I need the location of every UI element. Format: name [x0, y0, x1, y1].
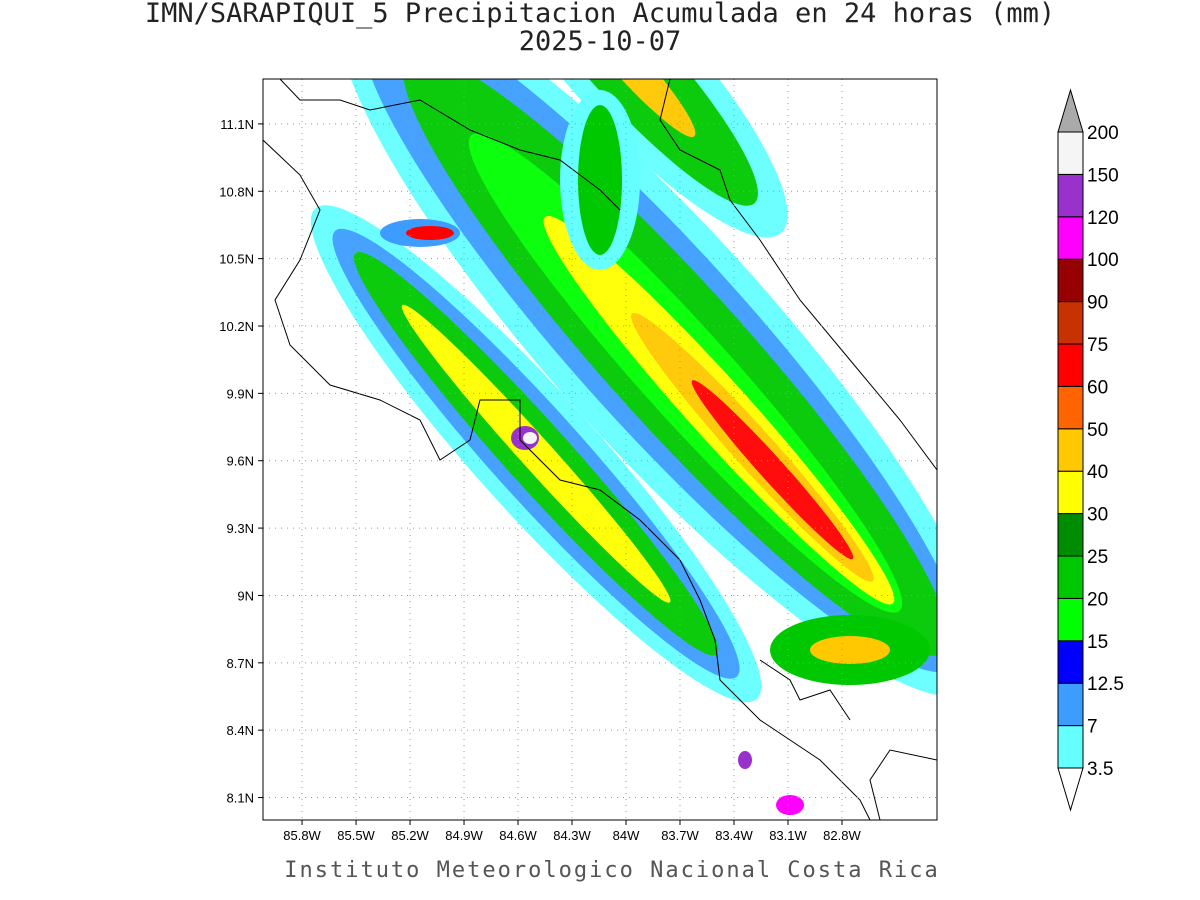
colorbar-label: 25 — [1087, 547, 1108, 568]
y-tick-label: 8.1N — [227, 791, 254, 806]
colorbar-swatch — [1057, 470, 1084, 515]
colorbar-swatch — [1057, 301, 1084, 345]
colorbar-swatch — [1057, 343, 1084, 387]
colorbar-swatch — [1057, 216, 1084, 260]
x-tick-label: 83.4W — [715, 828, 753, 843]
y-tick-label: 11.1N — [220, 117, 254, 132]
precip-field — [310, 79, 937, 815]
title: IMN/SARAPIQUI_5 Precipitacion Acumulada … — [145, 0, 1055, 29]
x-tick-label: 84.3W — [553, 828, 591, 843]
colorbar-swatch — [1057, 597, 1084, 642]
colorbar: 3.5 7 12.5 15 20 25 30 40 50 60 75 90 100 120 150 200 — [1057, 88, 1124, 812]
x-tick-label: 84.9W — [445, 828, 483, 843]
colorbar-label: 20 — [1087, 589, 1108, 610]
colorbar-label: 7 — [1087, 717, 1098, 738]
coastlines — [263, 79, 937, 820]
map-frame — [262, 78, 938, 821]
colorbar-label: 150 — [1087, 165, 1119, 186]
colorbar-over — [1057, 88, 1084, 133]
colorbar-swatch — [1057, 385, 1084, 430]
y-tick-label: 10.8N — [219, 184, 254, 199]
y-tick-label: 9.6N — [227, 454, 254, 469]
colorbar-swatch — [1057, 682, 1084, 727]
y-tick-label: 9.9N — [227, 386, 254, 401]
x-tick-label: 82.8W — [823, 828, 861, 843]
footer: Instituto Meteorologico Nacional Costa R… — [284, 858, 940, 883]
colorbar-label: 60 — [1087, 377, 1108, 398]
x-tick-label: 85.8W — [283, 828, 321, 843]
subtitle: 2025-10-07 — [519, 26, 682, 57]
x-tick-label: 85.5W — [337, 828, 375, 843]
colorbar-label: 30 — [1087, 505, 1108, 526]
colorbar-swatch — [1057, 258, 1084, 303]
colorbar-swatch — [1057, 640, 1084, 684]
y-tick-label: 9N — [237, 588, 254, 603]
y-tick-label: 8.4N — [227, 723, 254, 738]
colorbar-label: 50 — [1087, 420, 1108, 441]
grid: 85.8W 85.5W 85.2W 84.9W 84.6W 84.3W 84W 83.7W 83… — [219, 79, 937, 843]
colorbar-under — [1057, 767, 1084, 812]
colorbar-swatch — [1057, 555, 1084, 599]
y-tick-label: 8.7N — [227, 656, 254, 671]
x-tick-label: 84W — [613, 828, 640, 843]
colorbar-label: 200 — [1087, 123, 1119, 144]
y-tick-label: 10.2N — [219, 319, 254, 334]
colorbar-swatch — [1057, 725, 1084, 769]
x-tick-label: 84.6W — [499, 828, 537, 843]
colorbar-swatch — [1057, 428, 1084, 472]
colorbar-label: 100 — [1087, 250, 1119, 271]
x-tick-label: 83.7W — [661, 828, 699, 843]
colorbar-swatch — [1057, 173, 1084, 218]
colorbar-label: 75 — [1087, 335, 1108, 356]
colorbar-label: 90 — [1087, 293, 1108, 314]
colorbar-label: 40 — [1087, 462, 1108, 483]
colorbar-label: 120 — [1087, 208, 1119, 229]
colorbar-label: 12.5 — [1087, 674, 1124, 695]
colorbar-label: 15 — [1087, 632, 1108, 653]
y-tick-label: 9.3N — [227, 521, 254, 536]
x-tick-label: 85.2W — [391, 828, 429, 843]
y-tick-label: 10.5N — [219, 252, 254, 267]
colorbar-swatch — [1057, 513, 1084, 557]
colorbar-swatch — [1057, 131, 1084, 175]
x-tick-label: 83.1W — [769, 828, 807, 843]
colorbar-label: 3.5 — [1087, 759, 1113, 780]
